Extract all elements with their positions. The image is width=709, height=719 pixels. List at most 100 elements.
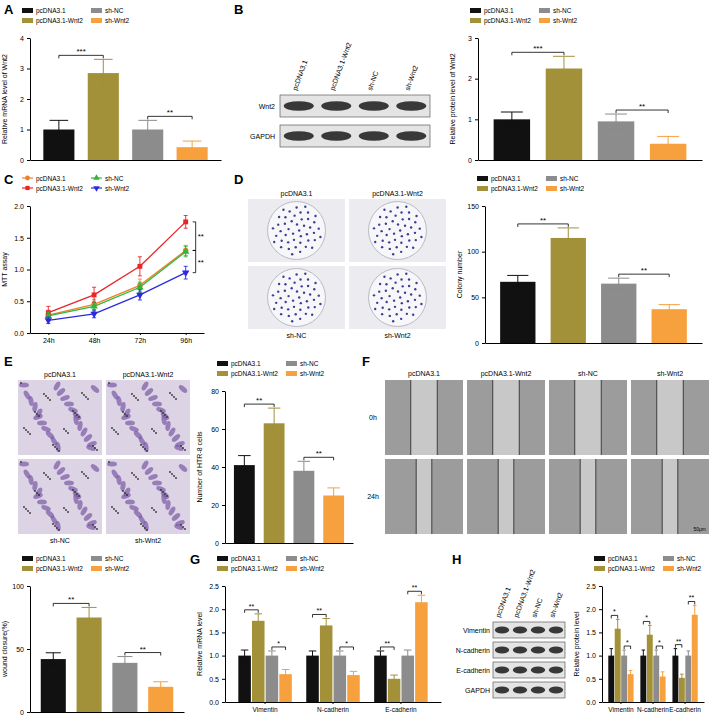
x-tick-mark [94, 333, 95, 335]
pore [47, 397, 49, 399]
y-axis: 050100 [12, 583, 30, 716]
legend-item: pcDNA3.1-Wnt2 [22, 185, 83, 193]
y-axis-title: Colony number [456, 250, 464, 298]
colony-dot [280, 313, 282, 315]
colony-dot [287, 295, 289, 297]
colony-dot [396, 246, 398, 248]
blot-band [513, 666, 527, 673]
legend-item: sh-NC [546, 175, 579, 182]
legend-swatch [22, 566, 33, 571]
cell [64, 402, 74, 407]
legend: pcDNA3.1pcDNA3.1-Wnt2sh-NCsh-Wnt2 [22, 555, 130, 573]
legend: pcDNA3.1pcDNA3.1-Wnt2sh-NCsh-Wnt2 [217, 555, 325, 573]
significance-bracket [643, 621, 649, 624]
error-bar [254, 614, 262, 628]
pore [56, 448, 58, 450]
x-tick-mark [140, 333, 141, 335]
line [48, 252, 185, 316]
y-tick: 0.5 [209, 676, 225, 683]
pore [27, 431, 29, 433]
x-tick-mark [653, 702, 654, 704]
significance-label: ** [639, 102, 645, 111]
colony-dot [397, 290, 399, 292]
significance-label: ** [540, 216, 546, 225]
pore [117, 433, 119, 435]
colony-dot [307, 278, 309, 280]
colony-dot [408, 239, 410, 241]
colony-dot [284, 283, 286, 285]
y-tick: 2 [20, 96, 30, 103]
y-tick: 2.5 [209, 583, 225, 590]
colony-dot [400, 251, 402, 253]
y-tick-mark [599, 632, 602, 633]
colony-dot [400, 278, 402, 280]
x-tick: N-cadherin [637, 702, 669, 713]
significance-label: ** [385, 640, 391, 647]
colony-dot [396, 273, 398, 275]
legend-label: pcDNA3.1 [608, 555, 638, 563]
error-bar [309, 651, 317, 660]
image-background [349, 199, 446, 262]
pore [67, 511, 69, 513]
y-axis-title: Relative protein level of Wnt2 [449, 53, 457, 144]
pore [171, 473, 173, 475]
colony-dot [380, 230, 382, 232]
colony-dot [420, 236, 422, 238]
colony-dot [304, 206, 306, 208]
colony-dot [306, 233, 308, 235]
image-background [18, 459, 102, 534]
colony-dot [305, 246, 307, 248]
panel-label: H [452, 552, 461, 567]
colony-dot [410, 293, 412, 295]
y-tick-label: 20 [211, 502, 219, 509]
figure: pcDNA3.1pcDNA3.1-Wnt2sh-NCsh-Wnt201234Re… [0, 0, 709, 719]
legend-label: sh-Wnt2 [105, 17, 130, 24]
pore [111, 427, 113, 429]
error-bar [298, 461, 311, 480]
x-tick-label: Vimentin [608, 706, 634, 713]
colony-dot [379, 216, 381, 218]
colony-dot [373, 227, 375, 229]
bar [77, 618, 102, 713]
colony-dot [291, 320, 293, 322]
legend-label: pcDNA3.1-Wnt2 [484, 17, 531, 25]
colony-dot [287, 228, 289, 230]
legend-item: pcDNA3.1-Wnt2 [22, 565, 83, 573]
legend-label: sh-Wnt2 [105, 185, 130, 192]
colony-dot [291, 253, 293, 255]
pore [115, 431, 117, 433]
colony-dot [293, 214, 295, 216]
colony-dot [299, 318, 301, 320]
x-axis [479, 160, 703, 161]
plate [268, 269, 326, 327]
colony-dot [376, 302, 378, 304]
pore [137, 478, 139, 480]
legend-swatch [539, 8, 550, 13]
pore [20, 382, 22, 384]
y-tick-label: 0.5 [14, 298, 24, 305]
pore [92, 524, 94, 526]
image-background [106, 380, 190, 455]
pore [63, 428, 65, 430]
x-tick: 48h [89, 333, 101, 344]
chart-panel: pcDNA3.1pcDNA3.1-Wnt2sh-NCsh-Wnt2Vimenti… [196, 555, 442, 713]
error-bar [94, 59, 113, 86]
colony-dot [381, 313, 383, 315]
blot-band [495, 626, 509, 633]
x-axis [31, 712, 185, 713]
pore [173, 475, 175, 477]
pore [87, 398, 89, 400]
colony-dot [306, 300, 308, 302]
cell [128, 425, 139, 433]
colony-dot [305, 313, 307, 315]
colony-dot [404, 292, 406, 294]
cell [59, 473, 70, 481]
bar [234, 465, 255, 543]
y-tick-label: 100 [467, 248, 479, 255]
wound-gap [498, 459, 514, 534]
error-bar [622, 650, 626, 661]
y-tick-mark [27, 649, 30, 650]
pore [173, 396, 175, 398]
wound-image [549, 459, 627, 534]
colony-dot [314, 215, 316, 217]
